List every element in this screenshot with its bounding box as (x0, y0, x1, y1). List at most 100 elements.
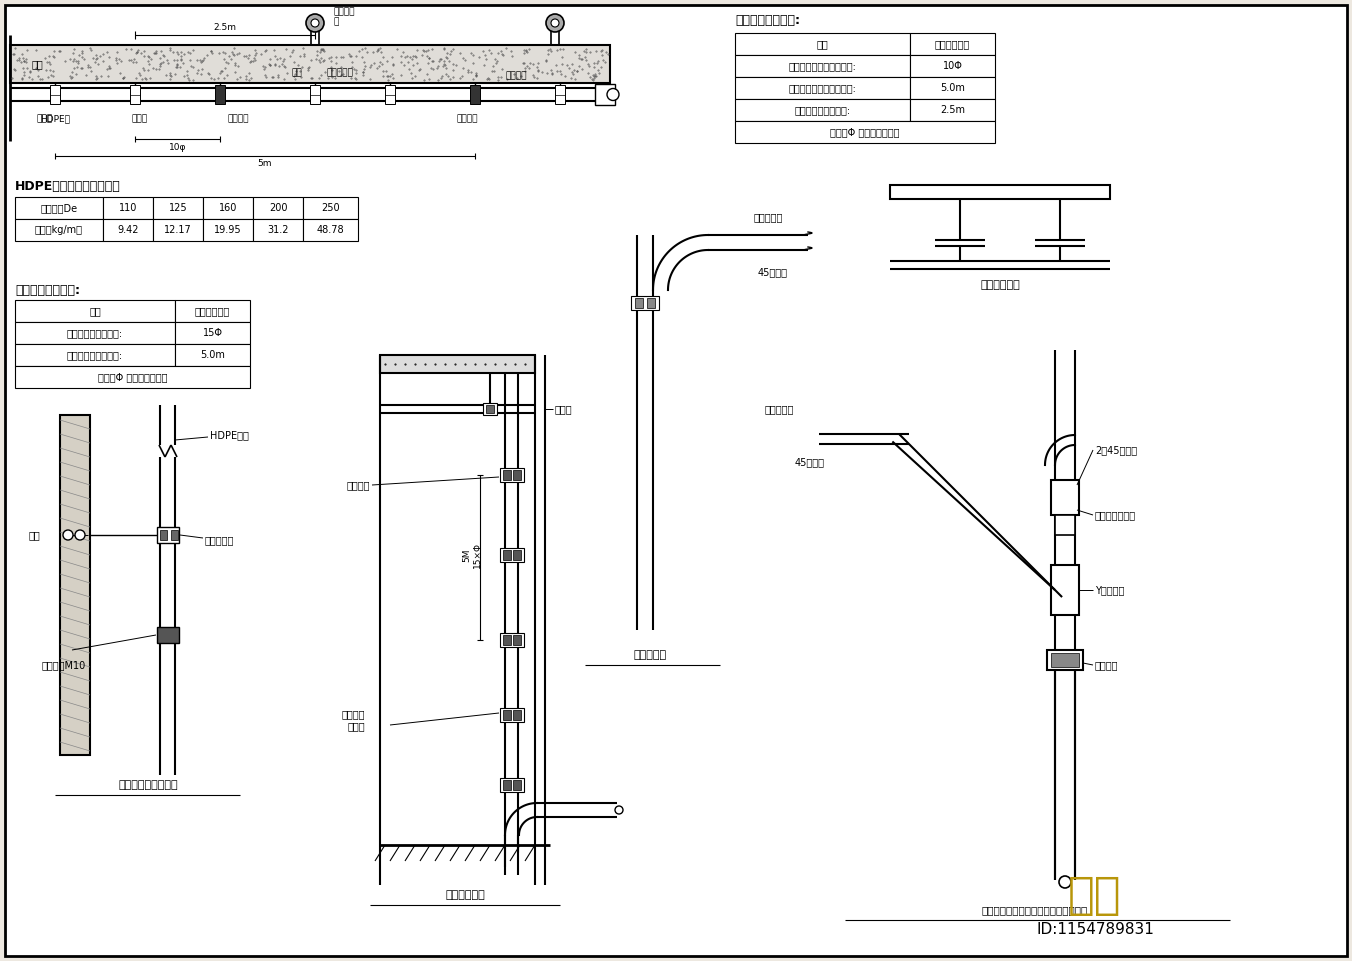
Bar (500, 708, 525, 722)
Text: 安装片: 安装片 (556, 404, 573, 414)
Bar (503, 470, 511, 480)
Bar (483, 403, 498, 415)
Text: Y型斜三通: Y型斜三通 (1095, 585, 1125, 595)
Bar (174, 322, 250, 344)
Circle shape (311, 19, 319, 27)
Text: 方锂联接件: 方锂联接件 (327, 68, 353, 78)
Bar (153, 197, 203, 219)
Bar (735, 77, 910, 99)
Bar (500, 633, 525, 647)
Text: ID:1154789831: ID:1154789831 (1036, 923, 1155, 938)
Text: 立管固管卡: 立管固管卡 (206, 535, 234, 545)
Bar (203, 219, 253, 241)
Text: 锁固管卡的安装间距:: 锁固管卡的安装间距: (68, 350, 123, 360)
Text: 悬吹職杆的安装间距:: 悬吹職杆的安装间距: (795, 105, 850, 115)
Text: 注明：Φ 表示管道的外径: 注明：Φ 表示管道的外径 (97, 372, 168, 382)
Bar (910, 77, 995, 99)
Text: 固定系统安装说明:: 固定系统安装说明: (15, 283, 80, 297)
Text: 天沟: 天沟 (32, 59, 43, 69)
Text: 项目: 项目 (817, 39, 829, 49)
Bar (9, 45, 610, 83)
Bar (303, 197, 358, 219)
Text: 45度弯头: 45度弯头 (758, 267, 788, 277)
Text: 15Φ: 15Φ (203, 328, 223, 338)
Bar (512, 550, 521, 560)
Bar (735, 55, 910, 77)
Text: 悬吹滑动管卡的安装间距:: 悬吹滑动管卡的安装间距: (788, 61, 856, 71)
Bar (103, 197, 153, 219)
Bar (130, 85, 141, 104)
Bar (890, 185, 1110, 199)
Text: 膨胀螺栌M10: 膨胀螺栌M10 (42, 660, 87, 670)
Bar (1046, 650, 1083, 670)
Text: 9.42: 9.42 (118, 225, 139, 235)
Bar (174, 344, 250, 366)
Bar (503, 635, 511, 645)
Bar (50, 85, 59, 104)
Text: 螺纹杆: 螺纹杆 (37, 114, 53, 124)
Text: 安装片: 安装片 (132, 114, 149, 124)
Bar (1051, 565, 1079, 615)
Bar (631, 295, 658, 309)
Bar (15, 197, 103, 219)
Bar (1051, 480, 1079, 515)
Text: 48.78: 48.78 (316, 225, 345, 235)
Circle shape (306, 14, 324, 32)
Bar (470, 85, 480, 104)
Bar (648, 298, 654, 308)
Bar (500, 548, 525, 562)
Text: 最大安装间距: 最大安装间距 (195, 306, 230, 316)
Text: 悬吹锁固管卡的安装间距:: 悬吹锁固管卡的安装间距: (788, 83, 856, 93)
Text: 锁固管卡: 锁固管卡 (456, 114, 477, 124)
Text: HDPE立管: HDPE立管 (210, 430, 249, 440)
Text: 螺杆: 螺杆 (28, 530, 41, 540)
Circle shape (1059, 876, 1071, 888)
Text: 110: 110 (119, 203, 137, 213)
Text: 10Φ: 10Φ (942, 61, 963, 71)
Text: 12.17: 12.17 (164, 225, 192, 235)
Bar (15, 300, 174, 322)
Text: 5.0m: 5.0m (200, 350, 224, 360)
Bar (512, 780, 521, 790)
Text: 滑动管卡的安装间距:: 滑动管卡的安装间距: (68, 328, 123, 338)
Bar (203, 197, 253, 219)
Bar (103, 219, 153, 241)
Text: 最大安装间距: 最大安装间距 (934, 39, 971, 49)
Bar (170, 530, 178, 540)
Bar (500, 468, 525, 482)
Bar (512, 470, 521, 480)
Text: 200: 200 (269, 203, 287, 213)
Text: 两根悬吹管接入一根悬吹管安装大样图: 两根悬吹管接入一根悬吹管安装大样图 (982, 905, 1088, 915)
Bar (735, 33, 910, 55)
Bar (15, 366, 250, 388)
Text: 立管转埋地管: 立管转埋地管 (445, 890, 485, 900)
Bar (157, 527, 178, 543)
Bar (1055, 515, 1075, 535)
Text: 10φ: 10φ (169, 142, 187, 152)
Text: 注明：Φ 表示管道的外径: 注明：Φ 表示管道的外径 (830, 127, 899, 137)
Text: 虹吸雨水
斗: 虹吸雨水 斗 (333, 8, 354, 27)
Text: 2.5m: 2.5m (214, 22, 237, 32)
Bar (15, 219, 103, 241)
Bar (595, 84, 615, 105)
Circle shape (607, 88, 619, 101)
Bar (910, 55, 995, 77)
Bar (215, 85, 224, 104)
Bar (635, 298, 644, 308)
Text: 5.0m: 5.0m (940, 83, 965, 93)
Text: 2.5m: 2.5m (940, 105, 965, 115)
Bar (485, 405, 493, 413)
Bar (503, 550, 511, 560)
Bar (735, 99, 910, 121)
Bar (253, 197, 303, 219)
Bar (385, 85, 395, 104)
Text: 偏心异径约束节: 偏心异径约束节 (1095, 510, 1136, 520)
Bar (503, 710, 511, 720)
Text: 管道外径De: 管道外径De (41, 203, 77, 213)
Circle shape (546, 14, 564, 32)
Bar (503, 780, 511, 790)
Text: 横管管卡: 横管管卡 (228, 114, 250, 124)
Text: 横管转立管: 横管转立管 (634, 650, 667, 660)
Text: HDPE管: HDPE管 (41, 114, 70, 124)
Bar (512, 635, 521, 645)
